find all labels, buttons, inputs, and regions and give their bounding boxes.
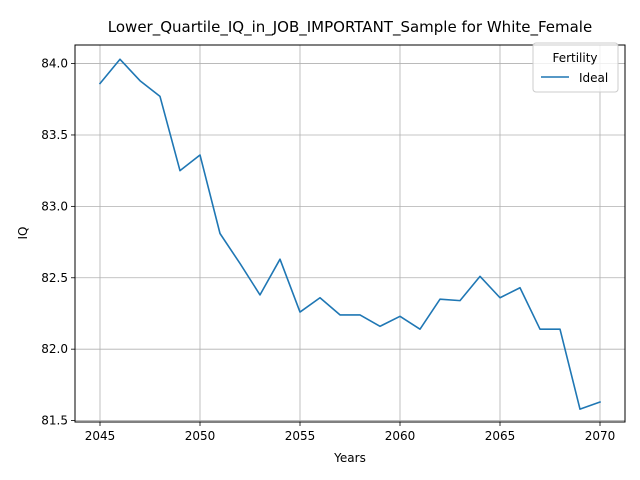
legend-box bbox=[532, 42, 619, 93]
x-tick-label: 2070 bbox=[585, 429, 616, 443]
legend-title: Fertility bbox=[552, 51, 597, 65]
y-tick-label: 81.5 bbox=[41, 414, 68, 428]
x-tick-label: 2050 bbox=[185, 429, 216, 443]
legend-label-ideal: Ideal bbox=[579, 71, 608, 85]
chart-title: Lower_Quartile_IQ_in_JOB_IMPORTANT_Sampl… bbox=[108, 18, 592, 37]
y-tick-label: 82.0 bbox=[41, 342, 68, 356]
y-tick-label: 83.5 bbox=[41, 128, 68, 142]
axis-ticks: 2045 2050 2055 2060 2065 2070 81.5 82.0 82.5 83.0… bbox=[41, 57, 615, 443]
y-tick-label: 82.5 bbox=[41, 271, 68, 285]
y-tick-label: 84.0 bbox=[41, 57, 68, 71]
series-lines bbox=[98, 58, 602, 410]
grid-lines bbox=[75, 45, 625, 422]
x-tick-label: 2065 bbox=[485, 429, 516, 443]
x-tick-label: 2045 bbox=[85, 429, 116, 443]
x-tick-label: 2060 bbox=[385, 429, 416, 443]
y-axis-label: IQ bbox=[16, 227, 30, 240]
plot-frame bbox=[74, 44, 626, 423]
y-tick-label: 83.0 bbox=[41, 199, 68, 213]
x-axis-label: Years bbox=[333, 451, 366, 465]
series-line-ideal bbox=[98, 58, 602, 410]
legend: Fertility Ideal bbox=[532, 42, 619, 93]
x-tick-label: 2055 bbox=[285, 429, 316, 443]
